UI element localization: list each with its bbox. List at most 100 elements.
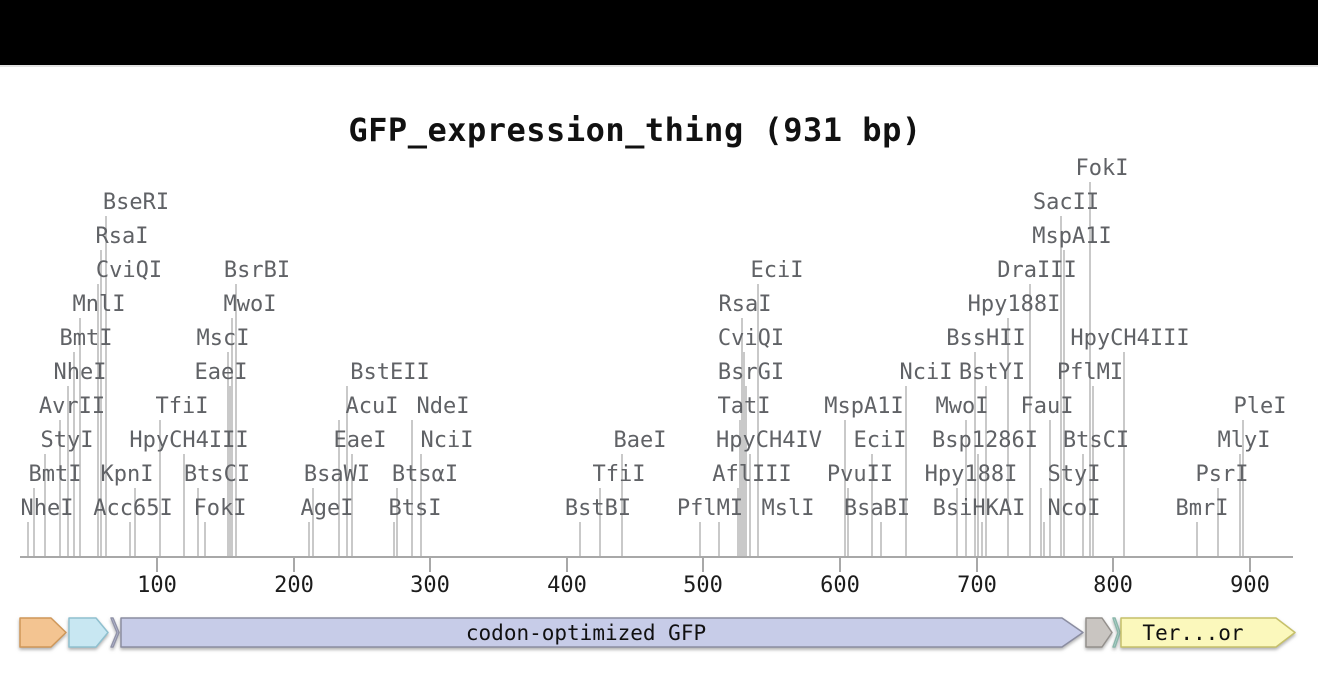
cut-site-line: [134, 488, 136, 556]
cut-site-line: [1239, 454, 1241, 556]
enzyme-label[interactable]: NciI: [899, 360, 953, 385]
feature-chevron-teal[interactable]: [1112, 617, 1121, 648]
enzyme-label[interactable]: BtsCI: [183, 462, 251, 487]
enzyme-label[interactable]: RsaI: [95, 224, 149, 249]
enzyme-label[interactable]: FokI: [193, 496, 247, 521]
enzyme-label[interactable]: BsaBI: [843, 496, 911, 521]
cut-site-line: [1043, 522, 1045, 556]
enzyme-label[interactable]: AvrII: [38, 394, 106, 419]
enzyme-label[interactable]: PflMI: [1056, 360, 1124, 385]
enzyme-label[interactable]: NheI: [53, 360, 107, 385]
enzyme-label[interactable]: AcuI: [345, 394, 399, 419]
enzyme-label[interactable]: MscI: [196, 326, 250, 351]
feature-chevron-lavender[interactable]: [110, 617, 120, 648]
ruler-tick: [293, 557, 295, 572]
enzyme-label[interactable]: Acc65I: [93, 496, 173, 521]
ruler-tick-label: 900: [1230, 573, 1270, 598]
enzyme-label[interactable]: StyI: [1047, 462, 1101, 487]
cut-site-line: [1123, 352, 1125, 556]
enzyme-label[interactable]: BmrI: [1175, 496, 1229, 521]
enzyme-label[interactable]: NdeI: [416, 394, 470, 419]
enzyme-label[interactable]: SacII: [1032, 190, 1100, 215]
cut-site-line: [1196, 522, 1198, 556]
ruler-tick-label: 500: [683, 573, 723, 598]
enzyme-label[interactable]: HpyCH4III: [1070, 326, 1190, 351]
enzyme-label[interactable]: CviQI: [717, 326, 785, 351]
cut-site-line: [59, 420, 61, 556]
cut-site-line: [743, 352, 745, 556]
ruler-tick: [976, 557, 978, 572]
feature-arrow-gfp[interactable]: [120, 617, 1084, 648]
enzyme-label[interactable]: Bsp1286I: [932, 428, 1038, 453]
ruler-tick-label: 800: [1093, 573, 1133, 598]
enzyme-label[interactable]: HpyCH4IV: [716, 428, 822, 453]
enzyme-label[interactable]: BstEII: [350, 360, 430, 385]
feature-arrow-cyan[interactable]: [68, 617, 109, 648]
enzyme-label[interactable]: MlyI: [1217, 428, 1271, 453]
enzyme-label[interactable]: MspA1I: [1032, 224, 1112, 249]
cut-site-line: [749, 454, 751, 556]
enzyme-label[interactable]: TfiI: [592, 462, 646, 487]
enzyme-label[interactable]: BstYI: [958, 360, 1026, 385]
enzyme-label[interactable]: EaeI: [333, 428, 387, 453]
enzyme-label[interactable]: NcoI: [1047, 496, 1101, 521]
enzyme-label[interactable]: TatI: [717, 394, 771, 419]
cut-site-line: [183, 454, 185, 556]
enzyme-label[interactable]: EciI: [750, 258, 804, 283]
enzyme-label[interactable]: Hpy188I: [967, 292, 1061, 317]
enzyme-label[interactable]: FauI: [1020, 394, 1074, 419]
enzyme-label[interactable]: EciI: [853, 428, 907, 453]
enzyme-label[interactable]: BsrBI: [223, 258, 291, 283]
cut-site-line: [1040, 488, 1042, 556]
enzyme-label[interactable]: BaeI: [613, 428, 667, 453]
enzyme-label[interactable]: BseRI: [102, 190, 170, 215]
enzyme-label[interactable]: AgeI: [300, 496, 354, 521]
cut-site-line: [741, 318, 743, 556]
enzyme-label[interactable]: Hpy188I: [924, 462, 1018, 487]
feature-arrow-gray[interactable]: [1085, 617, 1113, 648]
enzyme-label[interactable]: BtsI: [388, 496, 442, 521]
enzyme-label[interactable]: TfiI: [155, 394, 209, 419]
enzyme-label[interactable]: DraIII: [997, 258, 1077, 283]
enzyme-label[interactable]: EaeI: [194, 360, 248, 385]
enzyme-label[interactable]: KpnI: [100, 462, 154, 487]
enzyme-label[interactable]: BtsαI: [391, 462, 459, 487]
enzyme-label[interactable]: FokI: [1075, 156, 1129, 181]
cut-site-line: [1082, 454, 1084, 556]
cut-site-line: [346, 386, 348, 556]
enzyme-label[interactable]: NciI: [420, 428, 474, 453]
enzyme-label[interactable]: MspA1I: [824, 394, 904, 419]
enzyme-label[interactable]: BsrGI: [717, 360, 785, 385]
enzyme-label[interactable]: BstBI: [564, 496, 632, 521]
enzyme-label[interactable]: BsaWI: [303, 462, 371, 487]
enzyme-label[interactable]: MnlI: [72, 292, 126, 317]
enzyme-label[interactable]: AflIII: [712, 462, 792, 487]
enzyme-label[interactable]: PvuII: [826, 462, 894, 487]
enzyme-label[interactable]: NheI: [20, 496, 74, 521]
cut-site-line: [229, 386, 231, 556]
enzyme-label[interactable]: PsrI: [1195, 462, 1249, 487]
cut-site-line: [1092, 386, 1094, 556]
enzyme-label[interactable]: BsiHKAI: [932, 496, 1026, 521]
enzyme-label[interactable]: StyI: [40, 428, 94, 453]
ruler-tick: [1112, 557, 1114, 572]
enzyme-label[interactable]: CviQI: [95, 258, 163, 283]
enzyme-label[interactable]: BmtI: [28, 462, 82, 487]
enzyme-label[interactable]: BssHII: [946, 326, 1026, 351]
cut-site-line: [718, 522, 720, 556]
cut-site-line: [621, 454, 623, 556]
enzyme-label[interactable]: BtsCI: [1062, 428, 1130, 453]
enzyme-label[interactable]: PleI: [1233, 394, 1287, 419]
feature-arrow-terminator[interactable]: [1120, 617, 1296, 648]
enzyme-label[interactable]: HpyCH4III: [129, 428, 249, 453]
enzyme-label[interactable]: MwoI: [223, 292, 277, 317]
enzyme-label[interactable]: RsaI: [718, 292, 772, 317]
cut-site-line: [981, 522, 983, 556]
cut-site-line: [97, 284, 99, 556]
enzyme-label[interactable]: MslI: [761, 496, 815, 521]
enzyme-label[interactable]: BmtI: [59, 326, 113, 351]
enzyme-label[interactable]: PflMI: [676, 496, 744, 521]
enzyme-label[interactable]: MwoI: [935, 394, 989, 419]
cut-site-line: [44, 454, 46, 556]
feature-arrow-orange[interactable]: [19, 617, 67, 648]
